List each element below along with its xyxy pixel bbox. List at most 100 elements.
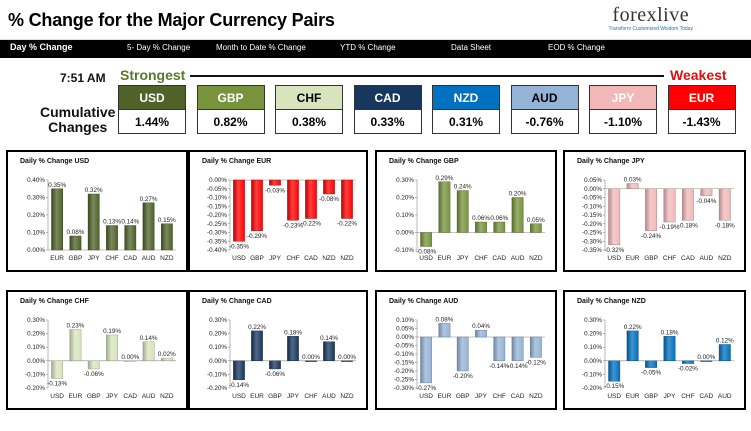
data-label: 0.14%	[121, 219, 139, 226]
bar-gbp	[269, 360, 281, 370]
x-tick-label: CHF	[105, 255, 118, 262]
bar-jpy	[106, 334, 118, 361]
currency-name: CHF	[276, 86, 342, 110]
tab-data-sheet[interactable]: Data Sheet	[451, 43, 492, 52]
bar-usd	[420, 336, 433, 384]
x-tick-label: NZD	[529, 393, 543, 400]
x-tick-label: GBP	[644, 255, 658, 262]
chart-title-usd: Daily % Change USD	[20, 158, 90, 165]
tab-eod-change[interactable]: EOD % Change	[548, 43, 605, 52]
x-tick-label: USD	[232, 255, 246, 262]
x-tick-label: AUD	[511, 255, 525, 262]
data-label: 0.32%	[85, 187, 103, 194]
bar-chf	[663, 188, 676, 223]
data-label: -0.19%	[660, 224, 680, 231]
y-tick-label: -0.20%	[207, 212, 227, 219]
data-label: -0.04%	[696, 198, 716, 205]
x-tick-label: EUR	[626, 393, 640, 400]
y-tick-label: 0.00%	[209, 177, 227, 184]
x-tick-label: CHF	[663, 255, 676, 262]
x-tick-label: GBP	[644, 393, 658, 400]
bar-nzd	[341, 360, 353, 362]
chart-panel-nzd: Daily % Change NZD -0.20% -0.10% 0.00% 0.10…	[563, 290, 746, 410]
x-tick-label: USD	[607, 255, 621, 262]
bar-jpy	[87, 193, 100, 251]
x-tick-label: CAD	[681, 255, 695, 262]
data-label: 0.24%	[454, 184, 472, 191]
chart-panel-cad: Daily % Change CAD -0.20% -0.10% 0.00% 0.10…	[188, 290, 368, 410]
data-label: -0.08%	[416, 249, 436, 256]
chart-title-gbp: Daily % Change GBP	[389, 158, 459, 165]
tab-bar: Day % Change 5- Day % Change Month to Da…	[0, 40, 751, 58]
x-tick-label: CHF	[493, 393, 506, 400]
bar-usd	[420, 232, 433, 247]
data-label: -0.18%	[715, 222, 735, 229]
x-tick-label: CAD	[123, 255, 137, 262]
chart-title-nzd: Daily % Change NZD	[577, 298, 646, 305]
currency-change-value: -0.76%	[525, 115, 564, 129]
weakest-label: Weakest	[670, 67, 727, 83]
data-label: 0.20%	[509, 191, 527, 198]
bar-gbp	[69, 235, 82, 251]
data-label: 0.35%	[48, 182, 66, 189]
tab-day-change[interactable]: Day % Change	[10, 42, 73, 52]
bar-jpy	[475, 330, 487, 338]
bar-nzd	[341, 179, 353, 219]
bar-aud	[142, 341, 155, 361]
x-tick-label: CHF	[286, 255, 299, 262]
bar-cad	[124, 360, 137, 362]
x-tick-label: AUD	[142, 255, 156, 262]
y-tick-label: -0.35%	[207, 238, 227, 245]
y-tick-label: -0.10%	[582, 371, 602, 378]
y-tick-label: -0.10%	[207, 195, 227, 202]
x-tick-label: AUD	[322, 393, 336, 400]
y-tick-label: -0.15%	[207, 203, 227, 210]
bar-chf	[106, 225, 118, 251]
bar-cad	[682, 188, 694, 221]
y-tick-label: -0.25%	[207, 221, 227, 228]
data-label: -0.22%	[301, 221, 321, 228]
y-tick-label: -0.20%	[394, 368, 414, 375]
bar-eur	[51, 188, 64, 251]
data-label: 0.04%	[472, 323, 490, 330]
data-label: -0.12%	[526, 359, 546, 366]
y-tick-label: -0.20%	[25, 385, 45, 392]
tab-month-to-date-change[interactable]: Month to Date % Change	[216, 43, 306, 52]
strongest-label: Strongest	[120, 67, 186, 83]
x-tick-label: CAD	[511, 393, 525, 400]
chart-nzd: -0.20% -0.10% 0.00% 0.10% 0.20% 0.30% -0.15% US…	[582, 317, 734, 400]
x-tick-label: EUR	[69, 393, 83, 400]
y-tick-label: 0.00%	[396, 334, 414, 341]
chart-aud: 0.10%0.05%0.00%-0.05%-0.10%-0.15%-0.20%-…	[394, 316, 546, 400]
data-label: -0.14%	[229, 382, 249, 389]
chart-eur: 0.00% -0.05% -0.10%-0.15% -0.20% -0.25% -0.30…	[207, 177, 357, 262]
data-label: 0.22%	[624, 324, 642, 331]
currency-name: EUR	[668, 86, 735, 110]
tab-5-day-change[interactable]: 5- Day % Change	[127, 43, 191, 52]
y-tick-label: -0.15%	[394, 360, 414, 367]
data-label: 0.02%	[158, 351, 176, 358]
chart-panel-jpy: Daily % Change JPY 0.05% 0.00% -0.05% -0.10…	[563, 150, 746, 272]
bar-eur	[438, 181, 451, 233]
chart-panel-chf: Daily % Change CHF -0.20% -0.10% 0.00% 0.10…	[6, 290, 188, 410]
data-label: -0.22%	[337, 221, 357, 228]
data-label: 0.18%	[284, 329, 302, 336]
x-tick-label: JPY	[457, 255, 470, 262]
currency-change-value: 0.38%	[291, 115, 327, 129]
x-tick-label: GBP	[69, 255, 83, 262]
forexlive-logo[interactable]: forexlive Transform Customized Wisdom To…	[609, 4, 693, 32]
y-tick-label: 0.10%	[27, 230, 45, 237]
tab-ytd-change[interactable]: YTD % Change	[340, 43, 396, 52]
y-tick-label: 0.40%	[27, 177, 45, 184]
currency-name: NZD	[433, 86, 499, 110]
y-tick-label: 0.10%	[396, 317, 414, 324]
data-label: 0.18%	[661, 329, 679, 336]
data-label: -0.27%	[416, 385, 436, 392]
y-tick-label: 0.05%	[396, 326, 414, 333]
currency-change-value: 0.82%	[213, 115, 248, 129]
currency-change-value: 1.44%	[134, 115, 170, 129]
currency-name: JPY	[590, 86, 656, 110]
x-tick-label: JPY	[106, 393, 119, 400]
y-tick-label: -0.15%	[582, 212, 602, 219]
x-tick-label: AUD	[699, 255, 713, 262]
